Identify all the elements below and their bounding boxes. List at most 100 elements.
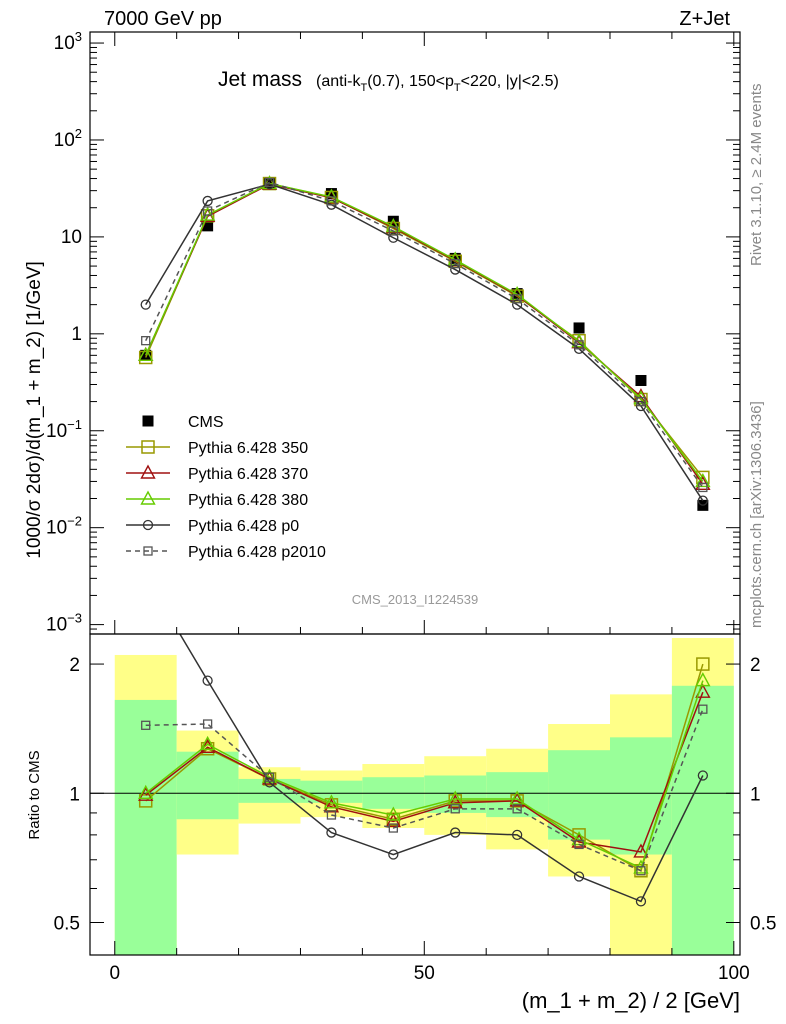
data-point-p2010 <box>512 294 522 304</box>
data-point-p2010 <box>388 823 398 833</box>
data-point-p380 <box>323 188 340 203</box>
series-line-p370 <box>145 691 704 853</box>
legend-label-p380: Pythia 6.428 380 <box>188 492 308 509</box>
legend-marker-p0 <box>142 519 154 531</box>
data-point-p2010 <box>698 704 708 714</box>
data-point-p0 <box>264 777 275 788</box>
data-point-p2010 <box>574 340 584 350</box>
y-tick-label-main: 10−3 <box>46 611 82 636</box>
series-line-p380 <box>145 182 704 482</box>
legend-marker-cms <box>142 415 154 427</box>
series-line-p2010 <box>145 708 704 872</box>
data-point-p2010 <box>450 804 460 814</box>
y-tick-label-main: 103 <box>54 29 82 54</box>
ratio-band-inner <box>300 780 363 803</box>
data-point-p2010 <box>636 396 646 407</box>
data-point-p0 <box>450 264 461 275</box>
legend-marker-p380 <box>140 490 156 505</box>
data-point-p370 <box>323 798 340 813</box>
series-line-p380 <box>145 680 704 869</box>
data-point-p0 <box>573 871 585 882</box>
data-point-p0 <box>697 495 709 506</box>
chart-title: Jet mass <box>218 68 302 91</box>
data-point-p2010 <box>141 336 151 346</box>
data-point-cms <box>325 188 337 200</box>
data-point-p380 <box>199 735 216 751</box>
process-label: Z+Jet <box>679 8 730 30</box>
y-tick-label-ratio-right: 1 <box>750 784 761 805</box>
data-point-p0 <box>450 827 461 838</box>
y-tick-label-main: 10−1 <box>46 417 82 442</box>
y-tick-label-main: 10 <box>61 227 82 248</box>
series-line-p0 <box>145 183 704 502</box>
rivet-label: Rivet 3.1.10, ≥ 2.4M events <box>748 83 765 267</box>
data-point-p2010 <box>264 772 275 782</box>
data-point-p350 <box>696 657 710 671</box>
data-point-p0 <box>202 195 213 207</box>
x-tick-label: 0 <box>109 963 120 984</box>
data-point-p2010 <box>202 719 213 729</box>
analysis-label: CMS_2013_I1224539 <box>352 592 479 607</box>
y-tick-label-ratio: 0.5 <box>54 913 80 934</box>
data-point-p2010 <box>450 258 460 269</box>
legend-label-cms: CMS <box>188 414 224 431</box>
x-tick-label: 100 <box>718 963 750 984</box>
data-point-p0 <box>326 827 337 838</box>
data-point-p2010 <box>636 866 646 876</box>
ratio-band-inner <box>548 750 610 840</box>
data-point-p2010 <box>326 196 337 206</box>
x-axis-label: (m_1 + m_2) / 2 [GeV] <box>522 988 740 1013</box>
x-tick-label: 50 <box>414 963 435 984</box>
data-point-p0 <box>511 829 523 841</box>
data-point-p370 <box>138 786 154 801</box>
data-point-p380 <box>138 346 154 362</box>
energy-label: 7000 GeV pp <box>104 8 222 30</box>
data-point-p0 <box>388 849 399 860</box>
y-tick-label-main: 102 <box>54 126 82 151</box>
y-tick-label-ratio: 2 <box>69 655 80 676</box>
data-point-p0 <box>697 770 709 781</box>
data-point-p2010 <box>141 720 151 730</box>
data-point-p380 <box>695 672 711 687</box>
series-line-p2010 <box>145 181 704 488</box>
data-point-cms <box>573 322 585 334</box>
data-point-p380 <box>695 472 711 488</box>
ratio-band-inner <box>610 737 672 855</box>
data-point-p370 <box>633 843 649 858</box>
data-point-p0 <box>388 232 399 243</box>
data-point-p0 <box>140 299 151 310</box>
data-point-p0 <box>635 896 647 907</box>
data-point-p0 <box>511 299 523 310</box>
legend-marker-p2010 <box>143 546 153 556</box>
data-point-p370 <box>509 792 525 807</box>
data-point-p2010 <box>264 177 275 188</box>
data-point-p2010 <box>512 804 522 814</box>
data-point-cms <box>449 252 461 264</box>
data-point-p2010 <box>388 226 398 236</box>
legend-label-p370: Pythia 6.428 370 <box>188 466 308 483</box>
series-line-p0 <box>179 634 704 903</box>
data-point-p2010 <box>698 482 708 493</box>
data-point-p370 <box>447 794 463 809</box>
ratio-frame <box>89 633 741 956</box>
data-point-p380 <box>509 790 525 805</box>
data-point-p2010 <box>202 206 213 216</box>
legend-label-p350: Pythia 6.428 350 <box>188 440 308 457</box>
y-tick-label-main: 1 <box>71 324 82 345</box>
data-point-p380 <box>138 784 154 799</box>
y-tick-label-ratio-right: 2 <box>750 655 761 676</box>
y-tick-label-main: 10−2 <box>46 514 82 539</box>
legend-label-p0: Pythia 6.428 p0 <box>188 518 299 535</box>
y-tick-label-ratio: 1 <box>69 784 80 805</box>
data-point-p2010 <box>326 810 337 820</box>
data-point-p380 <box>385 806 402 821</box>
ratio-band-inner <box>114 699 177 955</box>
data-point-p350 <box>138 350 153 365</box>
data-point-cms <box>202 220 214 232</box>
y-axis-label-ratio: Ratio to CMS <box>26 750 43 839</box>
data-point-cms <box>635 374 647 386</box>
data-point-p380 <box>323 794 340 809</box>
y-axis-label-main: 1000/σ 2dσ)/d(m_1 + m_2) [1/GeV] <box>24 261 45 559</box>
data-point-p0 <box>202 675 213 686</box>
